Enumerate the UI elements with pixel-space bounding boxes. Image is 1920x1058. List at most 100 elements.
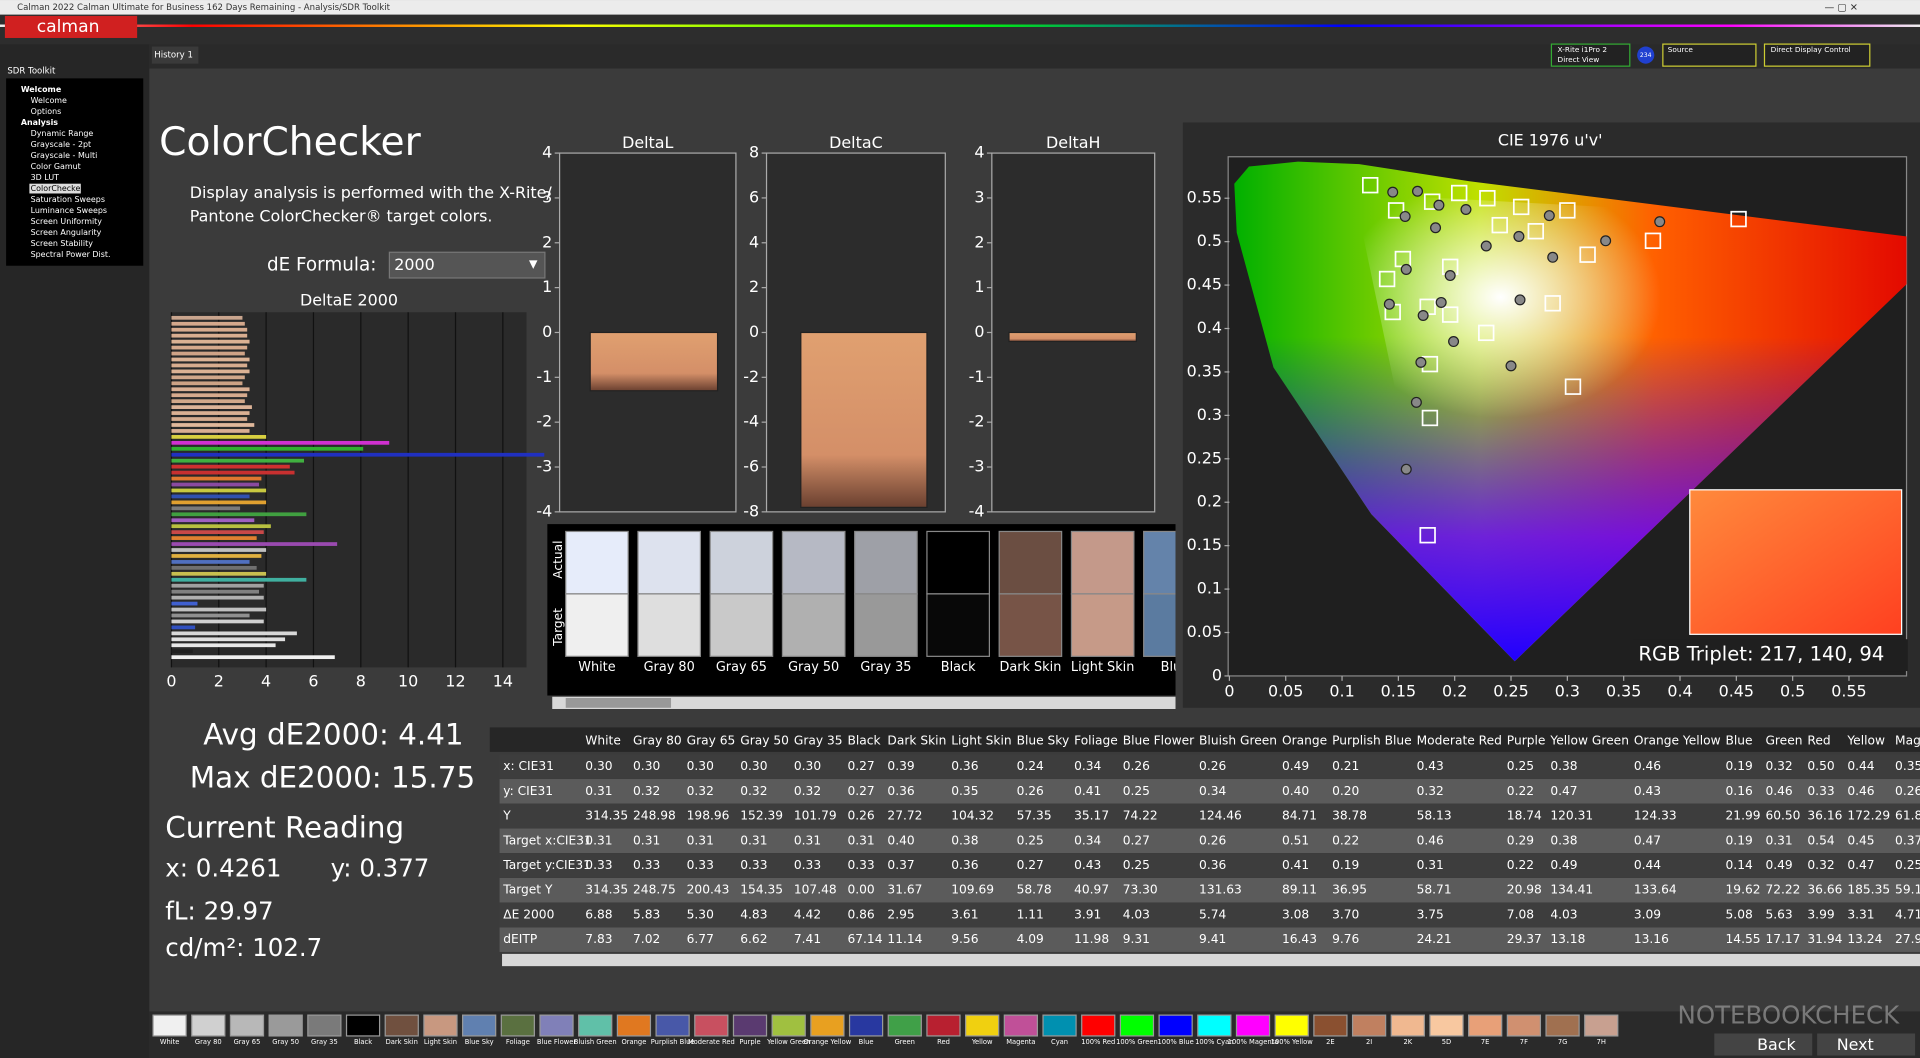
meter-select[interactable]	[1550, 43, 1631, 67]
patch[interactable]	[500, 1014, 535, 1037]
formula-value[interactable]: 2000	[394, 255, 434, 274]
table-cell: 13.24	[1847, 932, 1882, 946]
patch[interactable]	[152, 1014, 187, 1037]
patch[interactable]	[1235, 1014, 1271, 1037]
tab-label[interactable]: History 1	[154, 51, 193, 61]
tree-item[interactable]: Color Gamut	[31, 162, 81, 171]
patch[interactable]	[1506, 1014, 1542, 1037]
patch[interactable]	[965, 1014, 1000, 1037]
patch[interactable]	[1158, 1014, 1193, 1037]
tree-item[interactable]: Saturation Sweeps	[31, 195, 105, 204]
formula-dropdown[interactable]	[388, 251, 546, 279]
patch[interactable]	[578, 1014, 613, 1037]
patch[interactable]	[887, 1014, 922, 1037]
y-tick-label: 4	[749, 232, 759, 251]
y-tick-label: 0.4	[1197, 318, 1222, 337]
bar	[171, 464, 290, 469]
next-label[interactable]: Next	[1837, 1035, 1874, 1054]
table-cell: 0.36	[887, 784, 914, 798]
patch[interactable]	[1119, 1014, 1155, 1037]
tree-item[interactable]: Welcome	[31, 96, 67, 105]
source-select[interactable]	[1662, 43, 1757, 67]
tree-item[interactable]: Luminance Sweeps	[31, 206, 107, 215]
bar	[171, 512, 307, 517]
tree-item[interactable]: Options	[31, 107, 62, 116]
back-label[interactable]: Back	[1757, 1035, 1796, 1054]
table-cell: 0.47	[1847, 858, 1874, 872]
patch-label: Green	[895, 1038, 915, 1046]
tree-item[interactable]: ColorChecker	[31, 184, 85, 193]
patch[interactable]	[191, 1014, 226, 1037]
table-cell: 0.19	[1726, 759, 1753, 773]
tree-item[interactable]: Grayscale - Multi	[31, 151, 98, 160]
tree-item[interactable]: Screen Stability	[31, 239, 94, 248]
patch[interactable]	[848, 1014, 884, 1037]
patch[interactable]	[732, 1014, 768, 1037]
patch[interactable]	[771, 1014, 806, 1037]
tab[interactable]	[151, 46, 199, 64]
scrollbar[interactable]	[552, 696, 1176, 709]
patch[interactable]	[1468, 1014, 1503, 1037]
patch[interactable]	[268, 1014, 303, 1037]
window-controls[interactable]: — ▢ ✕	[1824, 2, 1857, 13]
table-cell: 0.14	[1726, 858, 1753, 872]
table-cell: 5.83	[633, 907, 660, 921]
patch[interactable]	[423, 1014, 458, 1037]
patch-label: 2I	[1366, 1038, 1372, 1046]
patch[interactable]	[1351, 1014, 1387, 1037]
table-cell: 0.00	[847, 883, 874, 897]
y-tick-label: -4	[536, 501, 552, 520]
patch[interactable]	[461, 1014, 497, 1037]
actual-point	[1460, 204, 1472, 216]
patch[interactable]	[926, 1014, 961, 1037]
back-button[interactable]	[1714, 1033, 1813, 1056]
y-tick-label: -1	[536, 367, 552, 386]
bar	[171, 625, 196, 630]
table-cell: 0.30	[687, 759, 714, 773]
tree-item[interactable]: Grayscale - 2pt	[31, 140, 92, 149]
display-select[interactable]	[1763, 43, 1871, 67]
tree-item[interactable]: 3D LUT	[31, 173, 60, 182]
tree-item[interactable]: Screen Uniformity	[31, 217, 103, 226]
patch[interactable]	[1003, 1014, 1039, 1037]
patch[interactable]	[1545, 1014, 1580, 1037]
patch[interactable]	[229, 1014, 265, 1037]
bar	[171, 369, 250, 374]
patch[interactable]	[1584, 1014, 1619, 1037]
patch[interactable]	[1274, 1014, 1309, 1037]
y-tick-label: -3	[969, 457, 985, 476]
patch[interactable]	[1197, 1014, 1232, 1037]
table-cell: 120.31	[1550, 809, 1593, 823]
tree-item[interactable]: Screen Angularity	[31, 228, 102, 237]
logo-box[interactable]	[4, 15, 138, 38]
patch[interactable]	[1081, 1014, 1116, 1037]
table-cell: 131.63	[1199, 883, 1242, 897]
patch[interactable]	[616, 1014, 652, 1037]
patch[interactable]	[384, 1014, 419, 1037]
patch[interactable]	[307, 1014, 342, 1037]
bar	[171, 524, 271, 529]
patch[interactable]	[1390, 1014, 1425, 1037]
scroll-thumb[interactable]	[565, 697, 672, 708]
patch-label: 7H	[1597, 1038, 1606, 1046]
patch[interactable]	[694, 1014, 729, 1037]
x-tick-label: 0	[166, 672, 176, 691]
table-cell: 0.86	[847, 907, 874, 921]
tree-item[interactable]: Spectral Power Dist.	[31, 250, 111, 259]
target-point	[1559, 202, 1576, 219]
patch[interactable]	[539, 1014, 574, 1037]
y-tick-label: -1	[969, 367, 985, 386]
tab-strip	[149, 44, 1920, 69]
patch[interactable]	[345, 1014, 381, 1037]
dropdown-arrow[interactable]: ▼	[529, 258, 538, 271]
next-button[interactable]	[1817, 1033, 1916, 1056]
patch[interactable]	[1429, 1014, 1464, 1037]
table-scrollbar[interactable]	[502, 953, 1920, 967]
tree-item[interactable]: Dynamic Range	[31, 129, 94, 138]
meter-badge[interactable]	[1637, 46, 1655, 64]
patch[interactable]	[655, 1014, 690, 1037]
patch[interactable]	[810, 1014, 845, 1037]
patch[interactable]	[1313, 1014, 1348, 1037]
table-cell: 0.32	[687, 784, 714, 798]
patch[interactable]	[1042, 1014, 1077, 1037]
